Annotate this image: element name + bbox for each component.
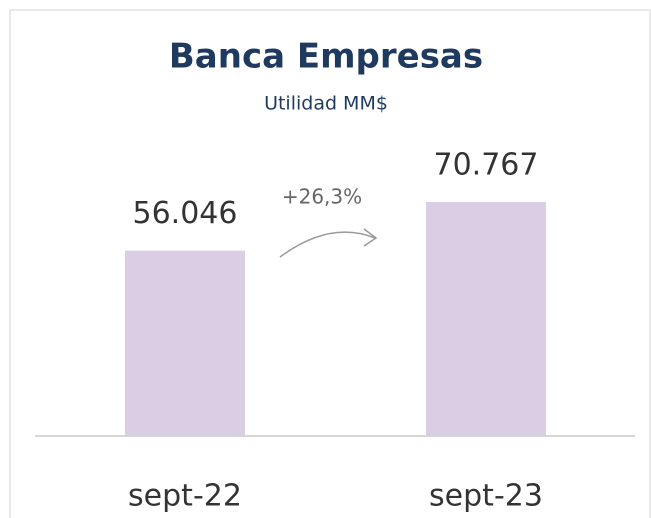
chart-subtitle: Utilidad MM$ — [264, 93, 388, 115]
bar — [125, 250, 245, 436]
arrow — [279, 231, 376, 258]
bar — [426, 202, 546, 436]
x-tick-label: sept-22 — [128, 479, 242, 514]
value-label: 70.767 — [434, 148, 539, 183]
chart-title: Banca Empresas — [169, 37, 483, 77]
value-label: 56.046 — [133, 196, 238, 231]
frame — [9, 9, 651, 518]
arrow-head — [363, 228, 378, 247]
annotation: +26,3% — [282, 185, 362, 209]
x-tick-label: sept-23 — [429, 479, 543, 514]
